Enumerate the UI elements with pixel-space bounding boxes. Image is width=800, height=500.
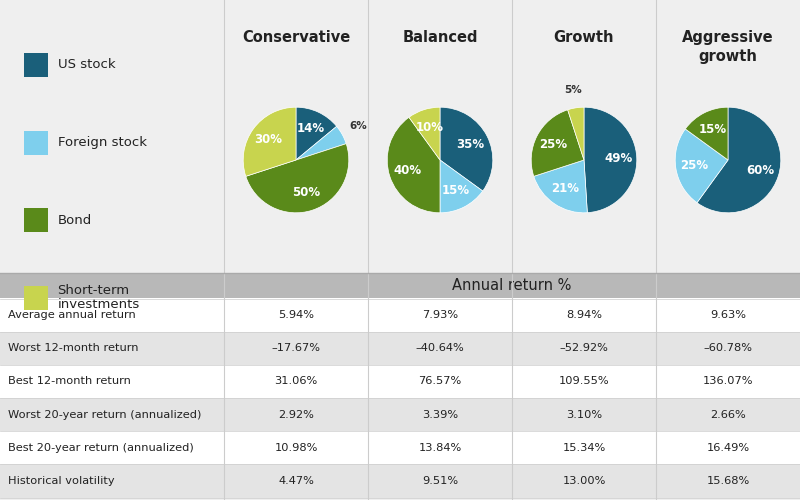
Text: Conservative: Conservative	[242, 30, 350, 45]
Text: 15%: 15%	[442, 184, 470, 197]
Text: 60%: 60%	[746, 164, 774, 177]
Wedge shape	[387, 118, 440, 213]
Text: Historical volatility: Historical volatility	[8, 476, 114, 486]
Text: Balanced: Balanced	[402, 30, 478, 45]
Text: 7.93%: 7.93%	[422, 310, 458, 320]
Text: –60.78%: –60.78%	[703, 343, 753, 353]
Text: 30%: 30%	[254, 134, 282, 146]
Text: Best 12-month return: Best 12-month return	[8, 376, 131, 386]
Text: 76.57%: 76.57%	[418, 376, 462, 386]
Text: 109.55%: 109.55%	[558, 376, 610, 386]
Wedge shape	[440, 160, 482, 213]
Wedge shape	[296, 107, 337, 160]
Text: Growth: Growth	[554, 30, 614, 45]
Text: 3.39%: 3.39%	[422, 410, 458, 420]
Text: 50%: 50%	[293, 186, 321, 199]
Text: 5%: 5%	[564, 84, 582, 94]
Text: 16.49%: 16.49%	[706, 443, 750, 453]
Text: Best 20-year return (annualized): Best 20-year return (annualized)	[8, 443, 194, 453]
Wedge shape	[584, 107, 637, 212]
Text: 25%: 25%	[539, 138, 567, 151]
Text: 35%: 35%	[457, 138, 485, 151]
Text: Foreign stock: Foreign stock	[58, 136, 146, 149]
Wedge shape	[531, 110, 584, 176]
Wedge shape	[246, 144, 349, 213]
Text: –40.64%: –40.64%	[416, 343, 464, 353]
Text: 49%: 49%	[604, 152, 633, 166]
Wedge shape	[243, 107, 296, 176]
Text: 31.06%: 31.06%	[274, 376, 318, 386]
Text: 3.10%: 3.10%	[566, 410, 602, 420]
Text: 10%: 10%	[415, 121, 443, 134]
Text: 6%: 6%	[350, 120, 367, 130]
Wedge shape	[697, 107, 781, 213]
Text: –17.67%: –17.67%	[271, 343, 321, 353]
Text: 15%: 15%	[698, 123, 726, 136]
Text: 25%: 25%	[680, 159, 708, 172]
Text: 136.07%: 136.07%	[702, 376, 754, 386]
Text: Aggressive
growth: Aggressive growth	[682, 30, 774, 64]
Wedge shape	[686, 107, 728, 160]
Text: 4.47%: 4.47%	[278, 476, 314, 486]
Text: 15.34%: 15.34%	[562, 443, 606, 453]
Wedge shape	[534, 160, 587, 213]
Text: 5.94%: 5.94%	[278, 310, 314, 320]
Text: Worst 12-month return: Worst 12-month return	[8, 343, 138, 353]
Text: –52.92%: –52.92%	[559, 343, 609, 353]
Text: 15.68%: 15.68%	[706, 476, 750, 486]
Text: Bond: Bond	[58, 214, 92, 226]
Text: 13.00%: 13.00%	[562, 476, 606, 486]
Wedge shape	[675, 129, 728, 202]
Text: 14%: 14%	[297, 122, 325, 136]
Text: 13.84%: 13.84%	[418, 443, 462, 453]
Text: Annual return %: Annual return %	[452, 278, 572, 293]
Text: Average annual return: Average annual return	[8, 310, 136, 320]
Text: US stock: US stock	[58, 58, 115, 71]
Text: 10.98%: 10.98%	[274, 443, 318, 453]
Wedge shape	[296, 126, 346, 160]
Text: 21%: 21%	[550, 182, 578, 195]
Text: Worst 20-year return (annualized): Worst 20-year return (annualized)	[8, 410, 202, 420]
Text: 2.66%: 2.66%	[710, 410, 746, 420]
Wedge shape	[440, 107, 493, 191]
Text: 9.51%: 9.51%	[422, 476, 458, 486]
Wedge shape	[568, 107, 584, 160]
Text: Short-term
investments: Short-term investments	[58, 284, 140, 312]
Text: 40%: 40%	[394, 164, 422, 177]
Text: 8.94%: 8.94%	[566, 310, 602, 320]
Text: 2.92%: 2.92%	[278, 410, 314, 420]
Text: 9.63%: 9.63%	[710, 310, 746, 320]
Wedge shape	[409, 107, 440, 160]
